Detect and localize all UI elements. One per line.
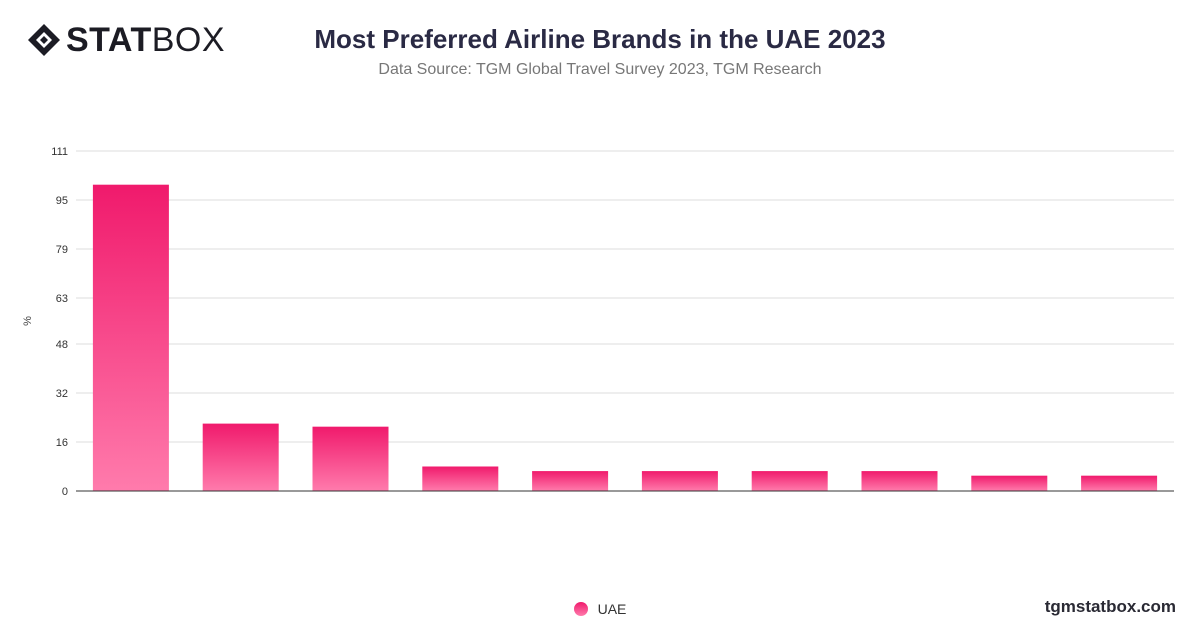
y-tick-label: 0 xyxy=(62,486,68,498)
y-tick-label: 32 xyxy=(56,388,68,400)
y-tick-label: 16 xyxy=(56,437,68,449)
bar[interactable] xyxy=(202,423,279,491)
bar[interactable] xyxy=(971,475,1048,491)
statbox-logo: STATBOX xyxy=(26,22,225,58)
bar[interactable] xyxy=(422,466,499,491)
statbox-diamond-icon xyxy=(28,24,60,56)
logo-wordmark: STATBOX xyxy=(66,22,225,58)
logo-text-bold: STAT xyxy=(66,21,152,59)
bars xyxy=(92,184,1158,491)
logo-text-light: BOX xyxy=(151,21,226,59)
bar[interactable] xyxy=(641,471,718,491)
y-tick-labels: 0 16 32 48 63 79 95 111 xyxy=(51,146,68,498)
y-tick-label: 79 xyxy=(56,244,68,256)
bar[interactable] xyxy=(92,184,169,491)
y-tick-label: 63 xyxy=(56,293,68,305)
chart-subtitle: Data Source: TGM Global Travel Survey 20… xyxy=(378,61,822,78)
bar[interactable] xyxy=(861,471,938,491)
legend-label: UAE xyxy=(597,601,627,617)
y-tick-label: 111 xyxy=(51,146,68,158)
site-url: tgmstatbox.com xyxy=(1044,597,1176,616)
bar[interactable] xyxy=(532,471,609,491)
y-axis-label: % xyxy=(22,316,34,326)
chart-title: Most Preferred Airline Brands in the UAE… xyxy=(314,24,886,54)
bar[interactable] xyxy=(751,471,828,491)
bar[interactable] xyxy=(312,426,389,491)
bar[interactable] xyxy=(1081,475,1158,491)
y-tick-label: 95 xyxy=(56,195,68,207)
legend: UAE xyxy=(0,601,1200,617)
grid-lines xyxy=(76,150,1174,443)
y-tick-label: 48 xyxy=(56,339,68,351)
legend-swatch xyxy=(573,602,588,616)
